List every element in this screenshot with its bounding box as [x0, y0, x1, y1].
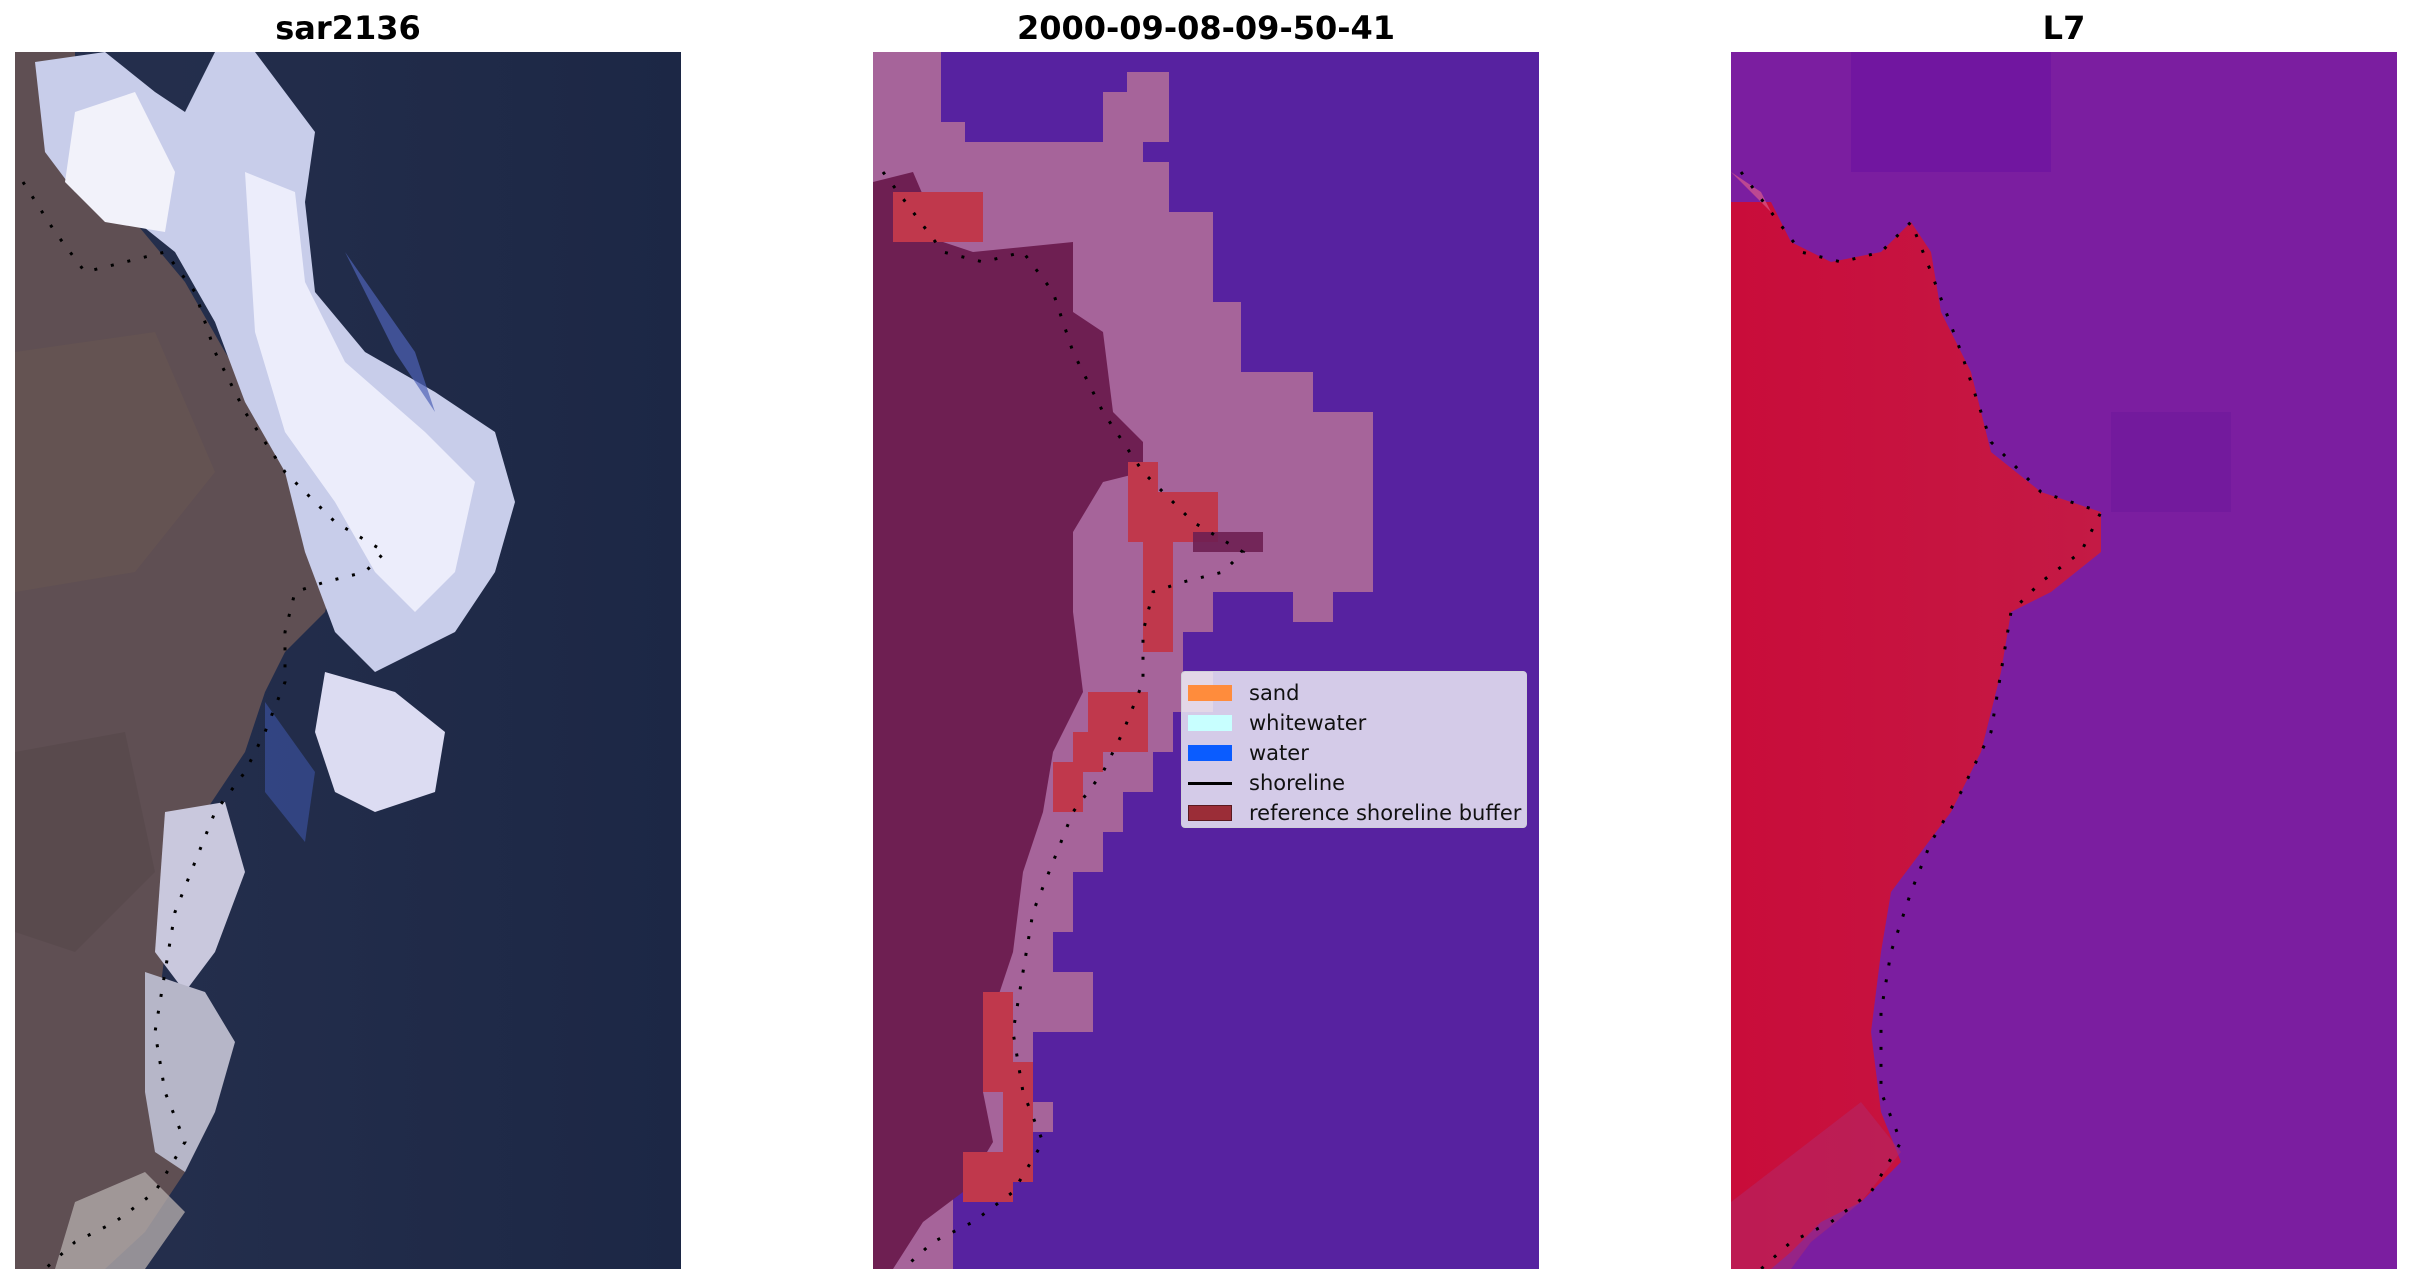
legend-label-buffer: reference shoreline buffer — [1249, 801, 1522, 825]
water-swatch — [1188, 745, 1232, 761]
panel-title-index: L7 — [2042, 9, 2086, 47]
legend-label-water: water — [1249, 741, 1309, 765]
classified-image-panel — [873, 52, 1539, 1269]
legend-item-whitewater: whitewater — [1188, 708, 1526, 738]
shoreline — [21, 181, 388, 1269]
legend-item-sand: sand — [1188, 678, 1526, 708]
rgb-satellite-image — [15, 52, 681, 1269]
land-index-area — [1731, 202, 2101, 1269]
legend-item-shoreline: shoreline — [1188, 768, 1526, 798]
legend-item-buffer: reference shoreline buffer — [1188, 798, 1526, 828]
legend: sand whitewater water shoreline referenc… — [1181, 671, 1527, 828]
rgb-image-panel — [15, 52, 681, 1269]
buffer-swatch — [1188, 805, 1232, 821]
panel-title-rgb: sar2136 — [275, 9, 421, 47]
sand-swatch — [1188, 685, 1232, 701]
land-class-area — [873, 172, 1143, 1269]
index-image — [1731, 52, 2397, 1269]
shoreline-line-swatch — [1188, 781, 1232, 785]
panel-title-classified: 2000-09-08-09-50-41 — [1016, 9, 1396, 47]
legend-label-sand: sand — [1249, 681, 1300, 705]
legend-item-water: water — [1188, 738, 1526, 768]
index-image-panel — [1731, 52, 2397, 1269]
legend-label-whitewater: whitewater — [1249, 711, 1367, 735]
classified-image — [873, 52, 1539, 1269]
legend-label-shoreline: shoreline — [1249, 771, 1346, 795]
reference-shoreline-buffer — [893, 192, 1218, 1202]
whitewater-swatch — [1188, 715, 1232, 731]
